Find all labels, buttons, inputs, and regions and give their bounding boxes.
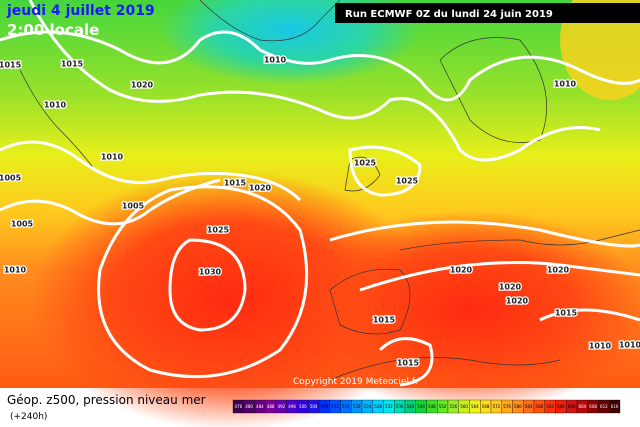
- scale-label: 592: [546, 404, 554, 409]
- scale-label: 484: [256, 404, 264, 409]
- isobar-label: 1010: [101, 153, 124, 162]
- isobar-labels: 1015 1015 1010 1020 1010 1010 1005 1005 1005 1010…: [0, 54, 640, 369]
- scale-label: 516: [342, 404, 350, 409]
- scale-label: 504: [310, 404, 318, 409]
- map-time: 2:00 locale: [7, 21, 99, 39]
- scale-label: 556: [450, 404, 458, 409]
- isobar-label: 1010: [4, 266, 27, 275]
- scale-cell: [609, 399, 621, 414]
- isobar-label: 1025: [396, 177, 419, 186]
- scale-label: 480: [245, 404, 253, 409]
- isobars: [0, 0, 640, 385]
- scale-label: 536: [396, 404, 404, 409]
- color-scale: 476 480 484 488 492 496 500 504 508 512 516 520 524 5…: [232, 399, 621, 414]
- scale-label: 500: [299, 404, 307, 409]
- scale-label: 568: [482, 404, 490, 409]
- scale-label: 492: [278, 404, 286, 409]
- scale-label: 564: [471, 404, 479, 409]
- scale-label: 584: [525, 404, 533, 409]
- run-info: Run ECMWF 0Z du lundi 24 juin 2019: [345, 9, 553, 20]
- isobar-label: 1015: [555, 309, 578, 318]
- copyright: Copyright 2019 Meteociel.fr: [293, 377, 419, 387]
- isobar-label: 1010: [44, 101, 67, 110]
- scale-label: 572: [493, 404, 501, 409]
- scale-label: 560: [460, 404, 468, 409]
- scale-label: 528: [374, 404, 382, 409]
- map-date: jeudi 4 juillet 2019: [6, 3, 155, 19]
- scale-label: 496: [288, 404, 296, 409]
- scale-label: 616: [611, 404, 619, 409]
- isobar-label: 1025: [354, 159, 377, 168]
- scale-label: 604: [579, 404, 587, 409]
- scale-label: 580: [514, 404, 522, 409]
- field-name: Géop. z500, pression niveau mer: [7, 393, 206, 407]
- scale-label: 540: [407, 404, 415, 409]
- scale-label: 588: [536, 404, 544, 409]
- scale-label: 576: [503, 404, 511, 409]
- scale-label: 600: [568, 404, 576, 409]
- isobar-label: 1015: [373, 316, 396, 325]
- isobar-label: 1030: [199, 268, 222, 277]
- isobar-label: 1015: [61, 60, 84, 69]
- isobar-label: 1020: [131, 81, 154, 90]
- run-banner: [335, 3, 640, 23]
- isobar-label: 1020: [506, 297, 529, 306]
- coastlines: [19, 0, 640, 381]
- scale-label: 488: [267, 404, 275, 409]
- scale-label: 548: [428, 404, 436, 409]
- scale-label: 524: [364, 404, 372, 409]
- isobar-label: 1010: [619, 341, 640, 350]
- scale-label: 532: [385, 404, 393, 409]
- isobar-label: 1010: [554, 80, 577, 89]
- isobar-label: 1015: [397, 359, 420, 368]
- isobar-label: 1010: [264, 56, 287, 65]
- scale-label: 608: [589, 404, 597, 409]
- isobar-label: 1010: [589, 342, 612, 351]
- isobar-label: 1020: [499, 283, 522, 292]
- scale-label: 596: [557, 404, 565, 409]
- scale-label: 544: [417, 404, 425, 409]
- isobar-label: 1005: [11, 220, 34, 229]
- scale-label: 508: [321, 404, 329, 409]
- scale-label: 612: [600, 404, 608, 409]
- scale-label: 512: [331, 404, 339, 409]
- isobar-label: 1020: [547, 266, 570, 275]
- scale-label: 520: [353, 404, 361, 409]
- isobar-label: 1015: [0, 61, 22, 70]
- isobar-label: 1020: [450, 266, 473, 275]
- isobar-label: 1020: [249, 184, 272, 193]
- scale-label: 552: [439, 404, 447, 409]
- isobar-label: 1015: [224, 179, 247, 188]
- isobar-label: 1025: [207, 226, 230, 235]
- isobar-label: 1005: [0, 174, 22, 183]
- lead-time: (+240h): [10, 412, 47, 422]
- scale-label: 476: [235, 404, 243, 409]
- isobar-label: 1005: [122, 202, 145, 211]
